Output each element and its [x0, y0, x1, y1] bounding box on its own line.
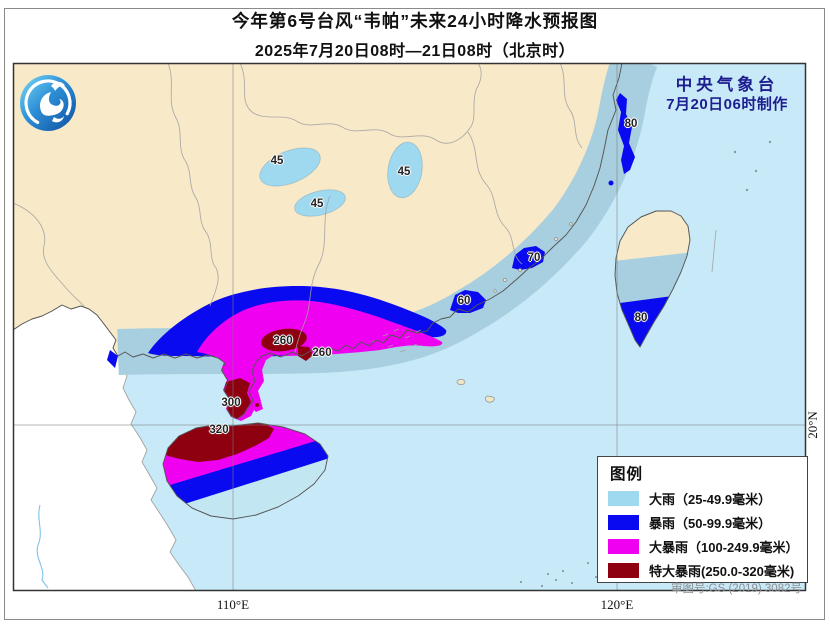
boundary-line-east-of-taiwan [711, 229, 717, 273]
legend-swatch [608, 490, 639, 506]
legend-item: 大雨（25-49.9毫米） [608, 486, 807, 510]
page-title: 今年第6号台风“韦帕”未来24小时降水预报图 [231, 11, 599, 31]
legend-item: 大暴雨（100-249.9毫米） [608, 534, 807, 558]
lon-label-110e: 110°E [216, 597, 250, 612]
legend-item-label: 大暴雨（100-249.9毫米） [649, 539, 799, 555]
legend-item: 暴雨（50-99.9毫米） [608, 510, 807, 534]
legend-item: 特大暴雨(250.0-320毫米) [608, 558, 807, 582]
heavy-rain-blobs [259, 141, 423, 217]
legend-item-label: 暴雨（50-99.9毫米） [649, 515, 772, 531]
lon-label-120e: 120°E [600, 597, 634, 612]
legend-title: 图例 [610, 466, 644, 483]
province-boundaries [13, 63, 583, 357]
china-coastline [13, 63, 623, 420]
legend-item-label: 特大暴雨(250.0-320毫米) [649, 563, 795, 579]
map-approval-number: 审图号:GS (2019) 3082号 [670, 583, 802, 595]
legend-items: 大雨（25-49.9毫米） 暴雨（50-99.9毫米） 大暴雨（100-249.9毫… [598, 486, 807, 582]
page-subtitle: 2025年7月20日08时—21日08时（北京时） [254, 43, 576, 60]
river [36, 504, 49, 589]
legend-swatch [608, 562, 639, 578]
small-islands [371, 140, 772, 588]
agency-block: 中央气象台 7月20日06时制作 [646, 76, 808, 114]
agency-name: 中央气象台 [675, 76, 779, 94]
map-frame [12, 62, 807, 592]
agency-issue-time: 7月20日06时制作 [666, 95, 788, 113]
legend-item-label: 大雨（25-49.9毫米） [649, 491, 772, 507]
map-title-block: 今年第6号台风“韦帕”未来24小时降水预报图 2025年7月20日08时—21日… [0, 8, 830, 61]
extreme-rainstorm-areas [224, 328, 313, 419]
legend-swatch [608, 538, 639, 554]
legend-box: 图例 大雨（25-49.9毫米） 暴雨（50-99.9毫米） 大暴雨（100-249… [597, 456, 808, 583]
cma-logo-icon [20, 75, 76, 131]
legend-swatch [608, 514, 639, 530]
lat-label-20n: 20°N [805, 411, 820, 439]
map-layers [13, 63, 806, 591]
